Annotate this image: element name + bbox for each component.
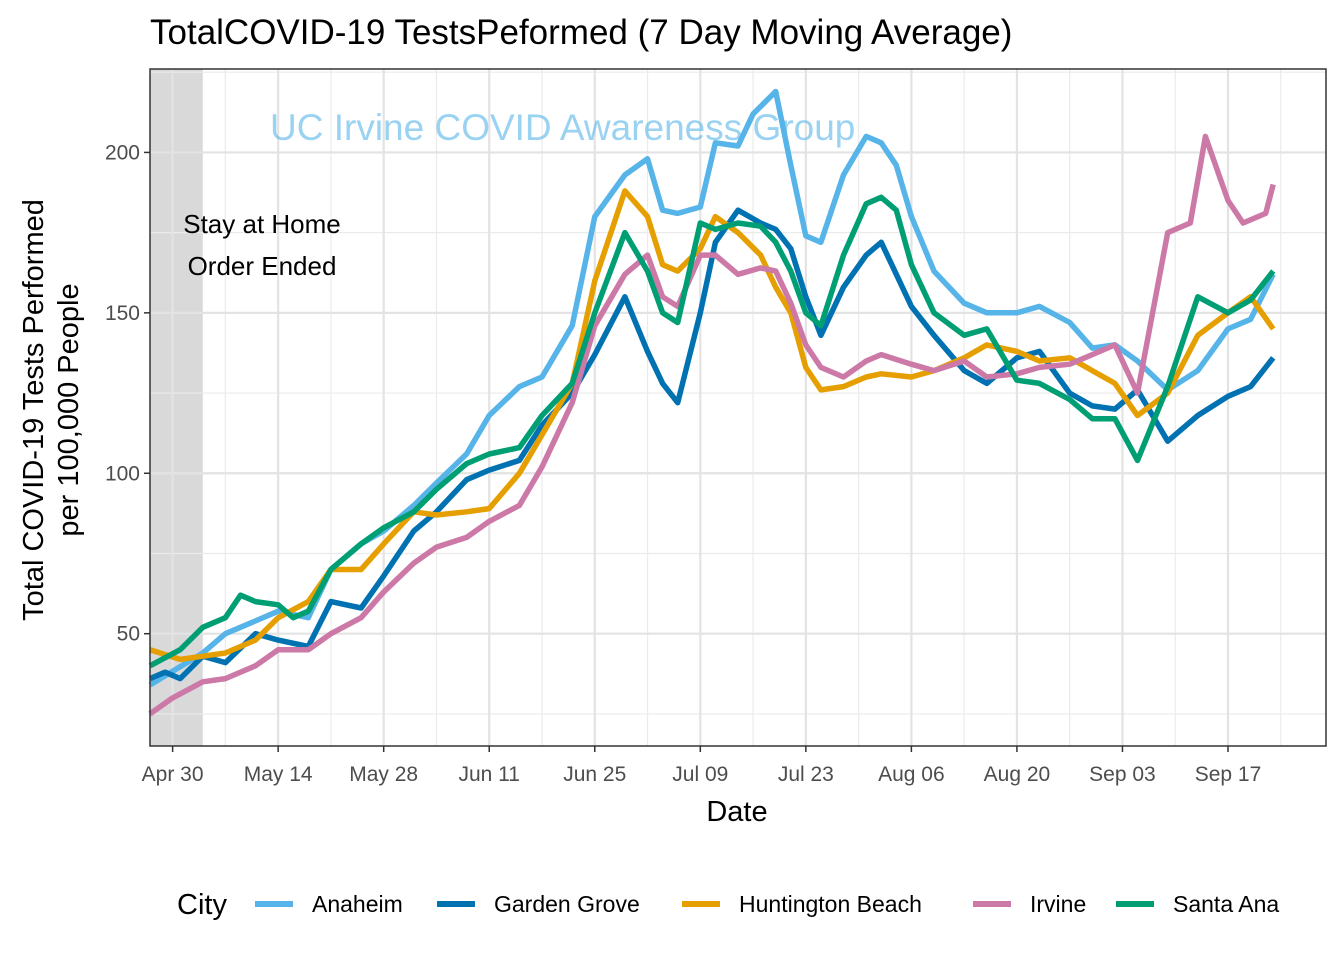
legend-item-garden-grove: Garden Grove bbox=[437, 891, 640, 917]
annotation-line-2: Order Ended bbox=[188, 251, 337, 281]
series-lines bbox=[148, 88, 1276, 717]
watermark-text: UC Irvine COVID Awareness Group bbox=[270, 107, 855, 148]
x-tick-label: Aug 20 bbox=[984, 763, 1051, 786]
x-axis-ticks: Apr 30 May 14 May 28 Jun 11 Jun 25 Jul 09 Jul … bbox=[142, 746, 1262, 786]
legend-item-irvine: Irvine bbox=[973, 891, 1086, 917]
legend-item-anaheim: Anaheim bbox=[255, 891, 403, 917]
x-tick-label: Sep 03 bbox=[1089, 763, 1156, 786]
y-tick-label: 100 bbox=[105, 462, 140, 485]
gridlines bbox=[150, 69, 1326, 746]
legend-label: Garden Grove bbox=[494, 891, 640, 917]
x-tick-label: Jun 11 bbox=[458, 763, 520, 786]
y-axis-title-line-1: Total COVID-19 Tests Performed bbox=[18, 199, 50, 621]
y-axis-ticks: 50 100 150 200 bbox=[105, 141, 150, 646]
x-tick-label: May 14 bbox=[244, 763, 313, 786]
legend-label: Anaheim bbox=[312, 891, 403, 917]
legend-items: Anaheim Garden Grove Huntington Beach Irvin… bbox=[255, 891, 1279, 917]
legend-label: Irvine bbox=[1030, 891, 1086, 917]
x-tick-label: Jul 09 bbox=[672, 763, 728, 786]
legend: City Anaheim Garden Grove Huntington Beach… bbox=[177, 889, 1279, 921]
panel-border bbox=[149, 68, 1327, 747]
series-line-santa-ana bbox=[148, 194, 1276, 669]
series-line-irvine bbox=[148, 133, 1276, 717]
x-tick-label: Jul 23 bbox=[778, 763, 834, 786]
x-tick-label: May 28 bbox=[349, 763, 418, 786]
stay-at-home-shaded-region bbox=[150, 69, 203, 746]
x-tick-label: Sep 17 bbox=[1195, 763, 1262, 786]
y-axis-title: Total COVID-19 Tests Performed per 100,0… bbox=[18, 199, 85, 621]
legend-label: Huntington Beach bbox=[739, 891, 922, 917]
legend-label: Santa Ana bbox=[1173, 891, 1279, 917]
x-axis-title: Date bbox=[706, 796, 767, 828]
legend-title: City bbox=[177, 889, 227, 921]
x-tick-label: Jun 25 bbox=[563, 763, 626, 786]
chart-title: TotalCOVID-19 TestsPeformed (7 Day Movin… bbox=[150, 13, 1012, 52]
plot-panel bbox=[148, 68, 1327, 747]
y-tick-label: 50 bbox=[117, 623, 140, 646]
x-tick-label: Aug 06 bbox=[878, 763, 945, 786]
y-axis-title-line-2: per 100,000 People bbox=[53, 283, 85, 536]
y-tick-label: 150 bbox=[105, 302, 140, 325]
annotation-line-1: Stay at Home bbox=[183, 209, 341, 239]
legend-item-huntington-beach: Huntington Beach bbox=[682, 891, 922, 917]
y-tick-label: 200 bbox=[105, 141, 140, 164]
legend-item-santa-ana: Santa Ana bbox=[1116, 891, 1279, 917]
x-tick-label: Apr 30 bbox=[142, 763, 204, 786]
